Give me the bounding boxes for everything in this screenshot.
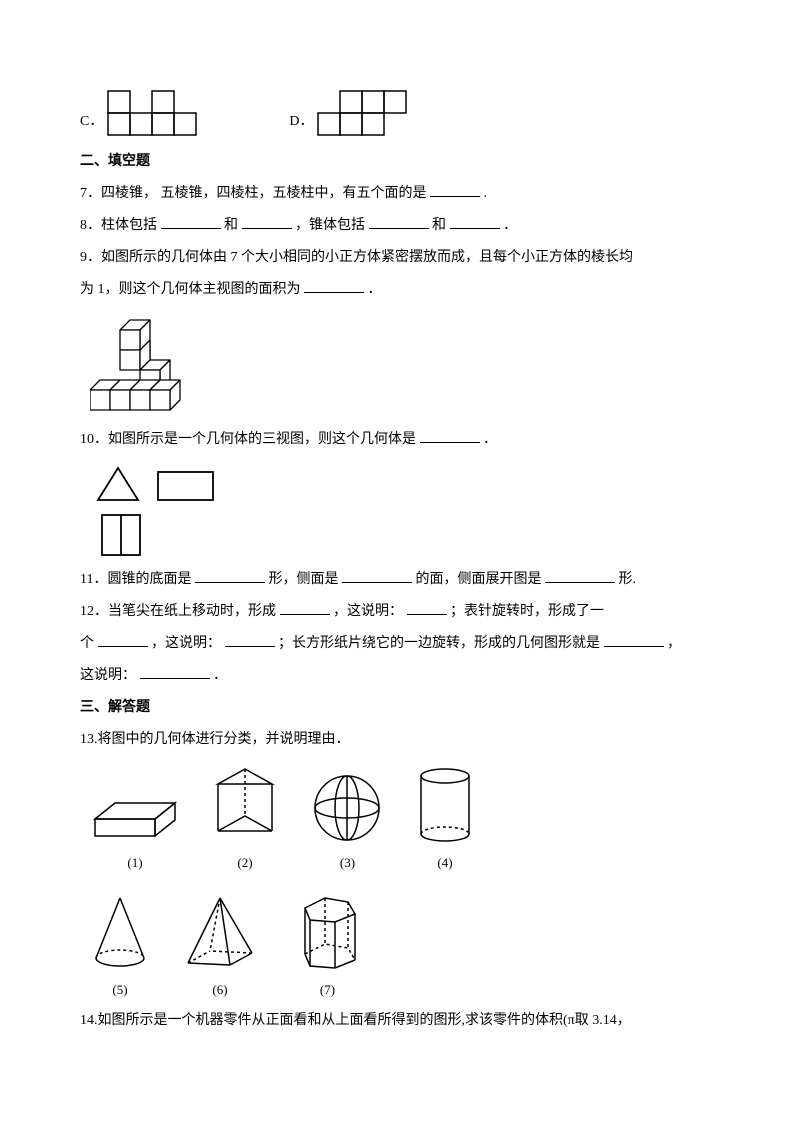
shape-6-label: (6) [180, 977, 260, 1003]
q8-blank1 [161, 213, 221, 229]
q11-blank3 [545, 567, 615, 583]
q9-l2b: ． [368, 282, 382, 297]
shape-6: (6) [180, 893, 260, 1003]
q8-blank3 [369, 213, 429, 229]
q10-p2: ． [483, 432, 497, 447]
q12-p3: ；表针旋转时，形成了一 [450, 604, 604, 619]
q13-shapes-row1: (1) (2) [90, 766, 714, 876]
q9-l2a: 为 1，则这个几何体主视图的面积为 [80, 282, 301, 297]
q10-p1: 10．如图所示是一个几何体的三视图，则这个几何体是 [80, 432, 416, 447]
q8-p3: ，锥体包括 [295, 218, 365, 233]
q10-figure [90, 460, 714, 560]
shape-3-label: (3) [310, 850, 385, 876]
q12-blank5 [604, 631, 664, 647]
q8-blank2 [242, 213, 292, 229]
q8-p2: 和 [224, 218, 238, 233]
q11-blank2 [342, 567, 412, 583]
section-3-heading: 三、解答题 [80, 694, 714, 722]
shape-7-label: (7) [290, 977, 365, 1003]
q12-blank1 [280, 599, 330, 615]
shape-2-label: (2) [210, 850, 280, 876]
q12-blank6 [140, 663, 210, 679]
q8-p1: 8．柱体包括 [80, 218, 157, 233]
q11-blank1 [195, 567, 265, 583]
question-11: 11．圆锥的底面是 形，侧面是 的面，侧面展开图是 形. [80, 566, 714, 594]
q12-p2: ，这说明： [333, 604, 403, 619]
shape-7: (7) [290, 888, 365, 1003]
question-8: 8．柱体包括 和 ，锥体包括 和 ． [80, 212, 714, 240]
shape-5-label: (5) [90, 977, 150, 1003]
section-2-heading: 二、填空题 [80, 148, 714, 176]
option-c-figure [107, 90, 199, 138]
option-c-label: C． [80, 108, 107, 138]
q12-blank2 [407, 599, 447, 615]
q12-p6: ；长方形纸片绕它的一边旋转，形成的几何图形就是 [278, 636, 600, 651]
question-9-line2: 为 1，则这个几何体主视图的面积为 ． [80, 276, 714, 304]
question-9-line1: 9．如图所示的几何体由 7 个大小相同的小正方体紧密摆放而成，且每个小正方体的棱… [80, 244, 714, 272]
shape-4-label: (4) [415, 850, 475, 876]
question-14: 14.如图所示是一个机器零件从正面看和从上面看所得到的图形,求该零件的体积(π取… [80, 1007, 714, 1035]
q12-p7: ， [667, 636, 681, 651]
option-d: D． [289, 90, 409, 138]
q10-blank [420, 427, 480, 443]
q12-p5: ，这说明： [151, 636, 221, 651]
q12-blank3 [98, 631, 148, 647]
q12-p9: ． [213, 668, 227, 683]
q11-p4: 形. [618, 572, 636, 587]
shape-4: (4) [415, 766, 475, 876]
option-d-label: D． [289, 108, 317, 138]
question-12-line3: 这说明： ． [80, 662, 714, 690]
q11-p1: 11．圆锥的底面是 [80, 572, 191, 587]
q12-blank4 [225, 631, 275, 647]
shape-5: (5) [90, 893, 150, 1003]
question-10: 10．如图所示是一个几何体的三视图，则这个几何体是 ． [80, 426, 714, 454]
shape-1-label: (1) [90, 850, 180, 876]
q8-blank4 [450, 213, 500, 229]
shape-2: (2) [210, 766, 280, 876]
q8-p5: ． [503, 218, 517, 233]
option-c: C． [80, 90, 199, 138]
shape-3: (3) [310, 771, 385, 876]
question-7: 7．四棱锥， 五棱锥，四棱柱，五棱柱中，有五个面的是 . [80, 180, 714, 208]
q9-blank [304, 277, 364, 293]
q9-figure [90, 310, 714, 420]
q12-p8: 这说明： [80, 668, 136, 683]
option-d-figure [317, 90, 409, 138]
document-page: C． D． [0, 0, 794, 1079]
q13-shapes-row2: (5) (6) [90, 888, 714, 1003]
q7-text: 7．四棱锥， 五棱锥，四棱柱，五棱柱中，有五个面的是 [80, 186, 427, 201]
q12-p4: 个 [80, 636, 94, 651]
shape-1: (1) [90, 791, 180, 876]
q11-p2: 形，侧面是 [268, 572, 338, 587]
q11-p3: 的面，侧面展开图是 [415, 572, 541, 587]
question-12-line2: 个 ，这说明： ；长方形纸片绕它的一边旋转，形成的几何图形就是 ， [80, 630, 714, 658]
q7-suffix: . [484, 186, 488, 201]
question-12-line1: 12．当笔尖在纸上移动时，形成 ，这说明： ；表针旋转时，形成了一 [80, 598, 714, 626]
q8-p4: 和 [432, 218, 446, 233]
question-13: 13.将图中的几何体进行分类，并说明理由． [80, 726, 714, 754]
q12-p1: 12．当笔尖在纸上移动时，形成 [80, 604, 276, 619]
q7-blank [430, 181, 480, 197]
option-row: C． D． [80, 90, 714, 138]
